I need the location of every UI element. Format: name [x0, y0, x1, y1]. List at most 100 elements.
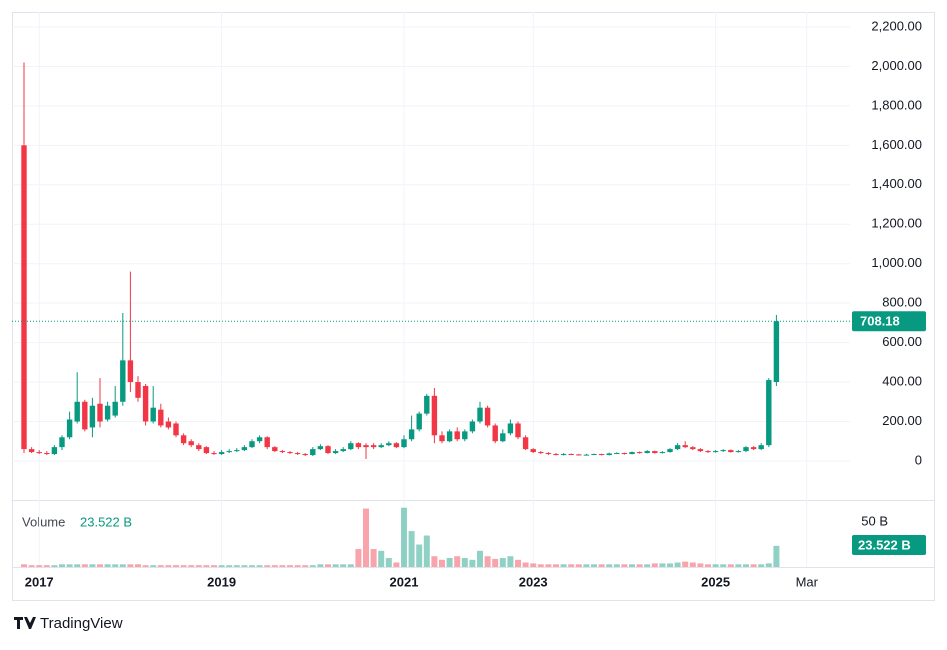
candle-body: [226, 451, 232, 453]
candle-body: [545, 453, 552, 455]
x-tick-label: 2019: [207, 574, 236, 589]
volume-bar: [28, 565, 35, 567]
volume-bar: [515, 559, 521, 567]
candle-body: [477, 407, 483, 422]
volume-bar: [583, 564, 590, 567]
volume-last-label: 23.522 B: [858, 537, 911, 552]
volume-bar: [606, 564, 613, 567]
volume-bar: [644, 564, 651, 567]
volume-legend-name: Volume: [22, 514, 65, 529]
y-tick-label: 1,600.00: [871, 137, 922, 152]
candle-body: [553, 454, 559, 456]
candle-body: [401, 439, 407, 448]
volume-bar: [431, 556, 438, 567]
candle-body: [386, 443, 392, 446]
candle-body: [287, 452, 293, 454]
x-tick-label: 2025: [701, 574, 730, 589]
volume-bar: [591, 564, 597, 567]
candle-body: [629, 452, 635, 455]
volume-bar: [97, 564, 103, 567]
candle-body: [462, 431, 468, 440]
volume-bar: [241, 565, 248, 567]
volume-bar: [553, 564, 559, 567]
x-tick-label: 2021: [390, 574, 419, 589]
candle-body: [720, 450, 726, 452]
brand: TradingView: [40, 615, 123, 632]
candle-body: [340, 449, 346, 452]
volume-bar: [659, 563, 666, 567]
volume-bar: [385, 558, 392, 567]
candle-body: [127, 360, 134, 383]
candle-body: [310, 449, 316, 456]
candle-body: [614, 453, 620, 455]
volume-bar: [629, 564, 635, 567]
y-tick-label: 2,000.00: [871, 58, 922, 73]
volume-bar: [492, 558, 499, 567]
volume-bar: [667, 563, 673, 567]
candle-body: [758, 445, 764, 450]
candle-body: [180, 435, 187, 444]
volume-bar: [112, 564, 119, 567]
candle-body: [203, 447, 210, 454]
candle-body: [538, 452, 544, 454]
volume-bar: [309, 565, 316, 567]
candle-body: [158, 409, 164, 426]
candle-body: [66, 419, 73, 438]
volume-bar: [393, 562, 400, 567]
y-tick-label: 1,200.00: [871, 216, 922, 231]
volume-bar: [408, 531, 415, 567]
candle-body: [636, 452, 643, 454]
candle-body: [272, 447, 278, 452]
candle-body: [644, 451, 650, 454]
volume-bar: [89, 564, 96, 567]
candle-body: [332, 451, 339, 454]
y-tick-label: 200.00: [882, 413, 922, 428]
volume-bar: [423, 535, 430, 567]
volume-tick-label: 50 B: [861, 514, 888, 529]
candle-body: [393, 443, 400, 448]
volume-bar: [758, 564, 765, 567]
candle-body: [576, 454, 582, 456]
volume-bar: [233, 565, 240, 567]
candle-body: [682, 445, 688, 448]
candle-body: [165, 421, 172, 428]
volume-bar: [81, 564, 88, 567]
volume-legend-value: 23.522 B: [80, 514, 132, 529]
volume-bar: [363, 508, 369, 567]
y-tick-label: 1,800.00: [871, 97, 922, 112]
candle-body: [712, 451, 719, 453]
y-tick-label: 800.00: [882, 295, 922, 310]
candle-body: [196, 445, 202, 450]
candle-body: [74, 401, 80, 422]
volume-bar: [195, 565, 202, 567]
candle-body: [743, 447, 749, 452]
candle-body: [355, 443, 362, 448]
candle-body: [21, 145, 27, 450]
volume-bar: [249, 565, 255, 567]
y-tick-label: 1,400.00: [871, 176, 922, 191]
candle-body: [378, 445, 384, 448]
candle-body: [560, 454, 567, 456]
candle-body: [294, 453, 301, 455]
volume-bar: [401, 507, 407, 567]
volume-bar: [598, 564, 605, 567]
volume-bar: [74, 564, 81, 567]
candle-body: [97, 403, 103, 422]
volume-bar: [332, 564, 339, 567]
candle-body: [652, 451, 658, 454]
candle-body: [515, 423, 521, 438]
volume-bar: [180, 565, 187, 567]
candle-body: [218, 452, 225, 455]
candle-body: [659, 452, 666, 454]
candle-body: [112, 401, 118, 416]
volume-bar: [150, 565, 157, 567]
volume-bar: [218, 565, 225, 567]
volume-bar: [621, 564, 628, 567]
candle-body: [773, 321, 780, 383]
candle-body: [621, 453, 628, 455]
chart-frame: [12, 12, 935, 601]
volume-bar: [454, 556, 461, 567]
volume-bar: [188, 565, 195, 567]
candle-body: [150, 407, 156, 422]
candle-body: [424, 395, 430, 414]
